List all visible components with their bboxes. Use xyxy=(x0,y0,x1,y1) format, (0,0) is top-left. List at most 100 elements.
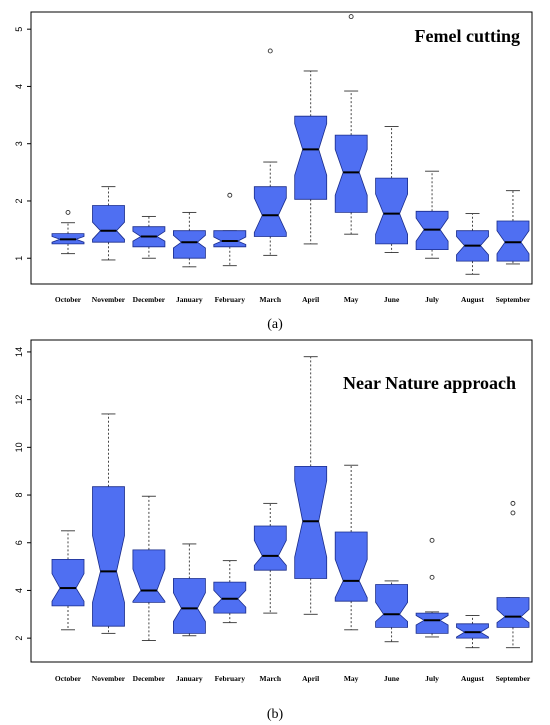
outlier-a-october-0 xyxy=(65,209,71,215)
y-tick-label-a-4: 5 xyxy=(14,27,24,32)
box-body-a-april xyxy=(294,115,328,200)
x-tick-label-a-july: July xyxy=(425,295,439,304)
x-tick-label-a-march: March xyxy=(259,295,281,304)
box-body-a-may xyxy=(334,134,368,213)
outlier-b-september-1 xyxy=(510,500,516,506)
box-b-august xyxy=(456,615,489,649)
x-tick-label-a-january: January xyxy=(176,295,203,304)
box-a-january xyxy=(172,211,206,268)
box-b-july xyxy=(415,537,449,638)
x-tick-label-a-june: June xyxy=(384,295,400,304)
outlier-a-march-0 xyxy=(267,48,273,54)
box-body-b-may xyxy=(334,531,368,602)
x-tick-label-a-august: August xyxy=(461,295,484,304)
box-body-a-november xyxy=(92,205,125,243)
y-tick-label-a-2: 3 xyxy=(14,141,24,146)
x-tick-label-b-september: September xyxy=(496,674,531,683)
box-body-a-september xyxy=(496,220,530,262)
box-a-april xyxy=(294,70,328,245)
panel-femel-cutting: Femel cutting 1 2 3 4 5 October November Decem… xyxy=(14,11,533,332)
x-tick-label-b-february: February xyxy=(215,674,246,683)
x-axis-b: October November December January February Ma… xyxy=(55,674,531,683)
box-b-march xyxy=(253,502,287,614)
box-body-a-june xyxy=(375,177,409,245)
x-tick-label-a-february: February xyxy=(215,295,246,304)
panel-label-b: (b) xyxy=(267,707,284,722)
x-tick-label-b-july: July xyxy=(425,674,439,683)
box-b-october xyxy=(51,530,85,631)
box-body-b-june xyxy=(375,584,409,628)
box-a-may xyxy=(334,14,368,235)
x-tick-label-b-december: December xyxy=(133,674,166,683)
y-tick-label-a-3: 4 xyxy=(14,84,24,89)
panel-near-nature-approach: Near Nature approach 2 4 6 8 10 12 14 October N… xyxy=(14,339,533,722)
x-tick-label-b-march: March xyxy=(259,674,281,683)
y-tick-label-b-4: 10 xyxy=(14,442,24,452)
box-body-b-september xyxy=(496,597,530,628)
y-tick-label-b-2: 6 xyxy=(14,540,24,545)
x-tick-label-a-may: May xyxy=(344,295,359,304)
y-axis-a: 1 2 3 4 5 xyxy=(14,27,31,261)
plot-frame-b xyxy=(30,339,533,663)
x-tick-label-b-april: April xyxy=(302,674,319,683)
box-body-b-april xyxy=(294,465,328,579)
box-body-a-february xyxy=(213,230,247,248)
y-tick-label-a-1: 2 xyxy=(14,198,24,203)
x-tick-label-a-april: April xyxy=(302,295,319,304)
box-body-b-july xyxy=(415,612,449,634)
box-a-july xyxy=(415,170,449,259)
box-b-may xyxy=(334,464,368,631)
box-body-b-february xyxy=(213,581,247,614)
chart-title-a: Femel cutting xyxy=(415,26,520,46)
boxes-a xyxy=(51,14,530,275)
x-tick-label-a-december: December xyxy=(133,295,166,304)
outlier-b-july-1 xyxy=(429,537,435,543)
plot-frame-a xyxy=(30,11,533,285)
box-body-b-october xyxy=(51,559,85,607)
y-axis-b: 2 4 6 8 10 12 14 xyxy=(14,347,31,641)
box-a-february xyxy=(213,192,247,267)
box-b-september xyxy=(496,500,530,649)
y-tick-label-a-0: 1 xyxy=(14,256,24,261)
outlier-b-july-0 xyxy=(429,574,435,580)
x-axis-a: October November December January February Ma… xyxy=(55,295,531,304)
box-b-january xyxy=(172,543,206,637)
box-a-august xyxy=(456,213,489,275)
box-a-june xyxy=(375,126,409,253)
box-a-november xyxy=(92,186,125,261)
y-tick-label-b-5: 12 xyxy=(14,395,24,405)
x-tick-label-b-october: October xyxy=(55,674,82,683)
box-body-b-january xyxy=(172,578,206,634)
x-tick-label-b-august: August xyxy=(461,674,484,683)
panel-label-a: (a) xyxy=(267,317,283,332)
boxes-b xyxy=(51,356,530,649)
x-tick-label-b-may: May xyxy=(344,674,359,683)
x-tick-label-a-october: October xyxy=(55,295,82,304)
x-tick-label-b-november: November xyxy=(92,674,126,683)
box-body-b-march xyxy=(253,525,287,571)
box-body-a-january xyxy=(172,230,206,259)
box-b-november xyxy=(92,413,125,634)
x-tick-label-b-june: June xyxy=(384,674,400,683)
outlier-b-september-0 xyxy=(510,510,516,516)
box-body-b-august xyxy=(456,623,489,639)
box-a-december xyxy=(132,215,166,259)
outlier-a-february-0 xyxy=(227,192,233,198)
x-tick-label-a-september: September xyxy=(496,295,531,304)
y-tick-label-b-0: 2 xyxy=(14,636,24,641)
box-b-june xyxy=(375,580,409,643)
box-a-october xyxy=(51,209,85,255)
chart-title-b: Near Nature approach xyxy=(343,373,516,393)
box-body-b-november xyxy=(92,486,125,627)
outlier-a-may-0 xyxy=(348,14,354,20)
box-body-a-march xyxy=(253,186,287,237)
box-a-march xyxy=(253,48,287,256)
box-a-september xyxy=(496,190,530,265)
x-tick-label-b-january: January xyxy=(176,674,203,683)
box-b-december xyxy=(132,495,166,641)
y-tick-label-b-1: 4 xyxy=(14,588,24,593)
box-b-april xyxy=(294,356,328,615)
x-tick-label-a-november: November xyxy=(92,295,126,304)
y-tick-label-b-6: 14 xyxy=(14,347,24,357)
